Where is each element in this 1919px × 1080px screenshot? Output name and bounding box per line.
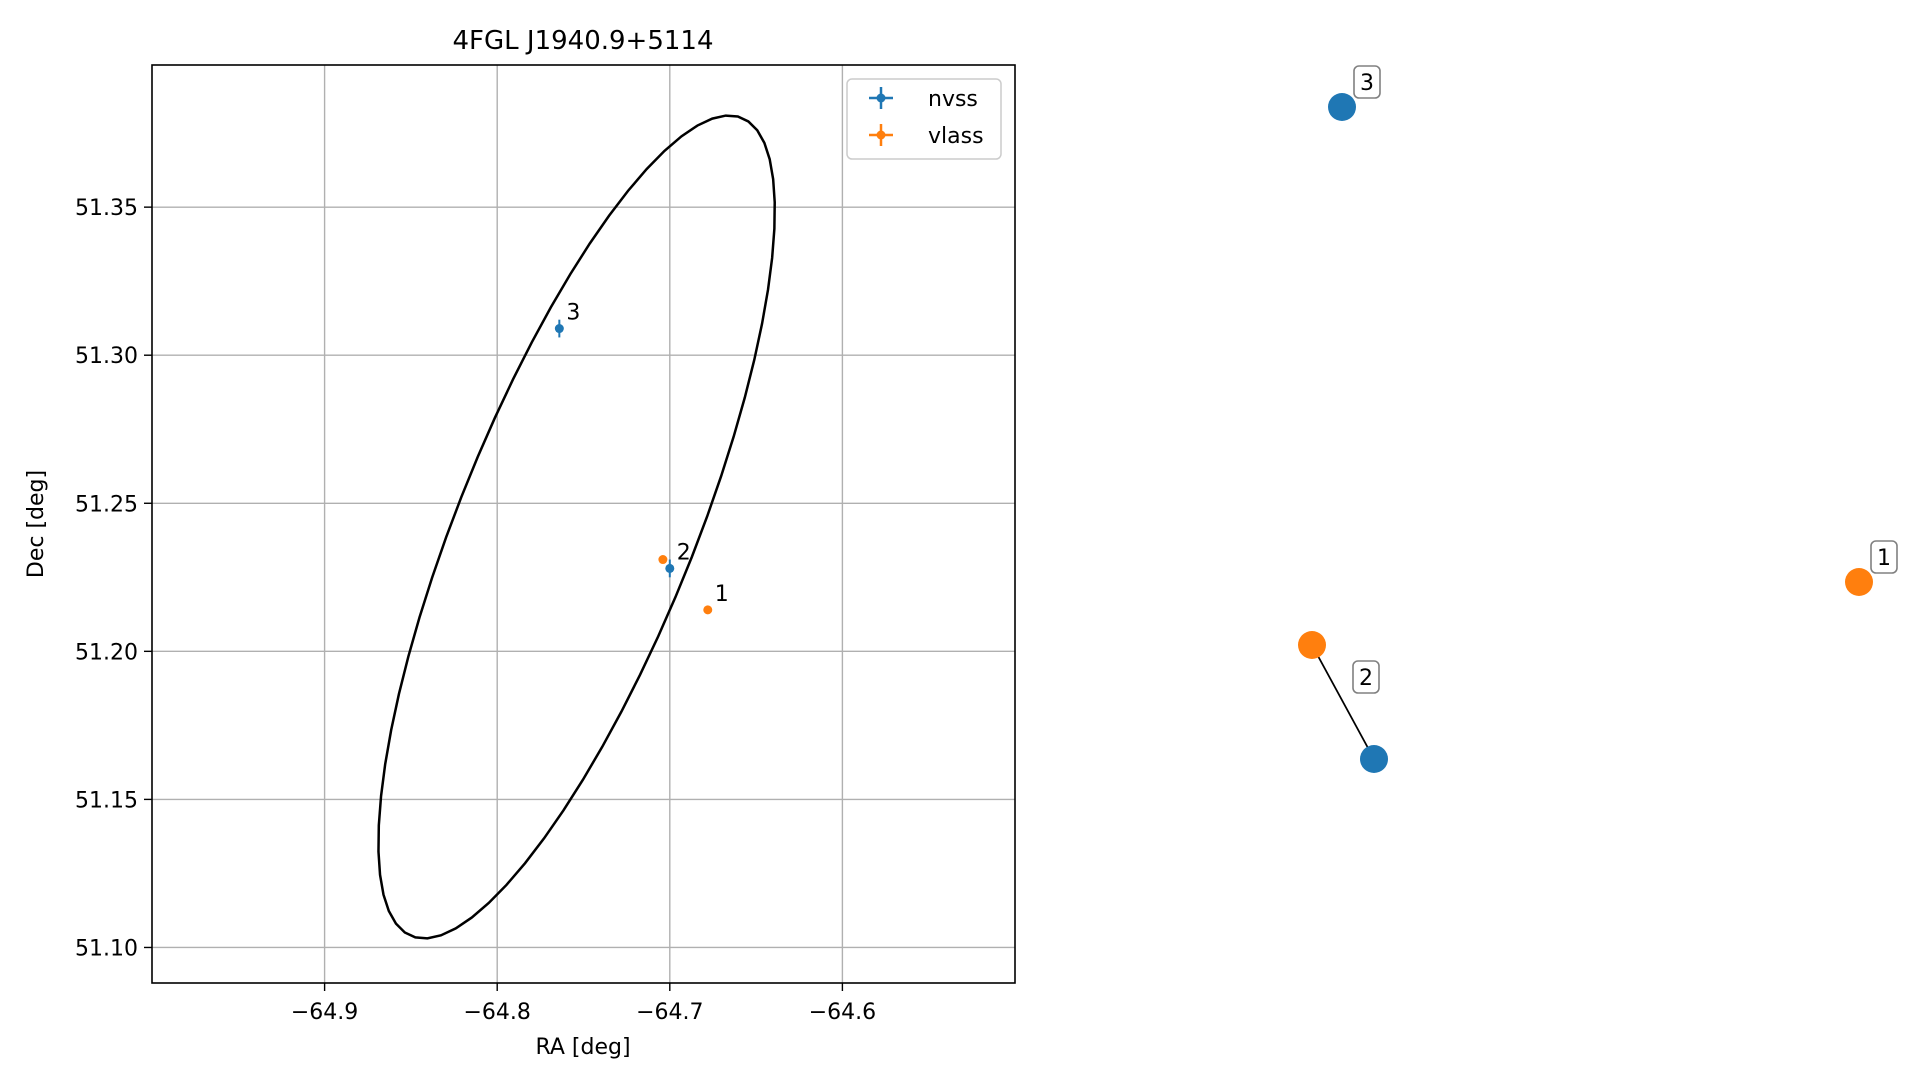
x-tick-label: −64.8 xyxy=(463,1000,530,1025)
legend-label-vlass: vlass xyxy=(928,124,984,149)
nvss-point xyxy=(665,563,675,573)
graph-label-box xyxy=(1352,660,1380,694)
graph-label-box xyxy=(1353,65,1381,99)
legend-dot-vlass xyxy=(876,130,886,140)
y-axis-ticks: 51.10 51.15 51.20 51.25 51.30 51.35 xyxy=(75,196,152,961)
graph-node-label: 2 xyxy=(1359,666,1373,691)
y-tick-label: 51.25 xyxy=(75,492,138,517)
graph-node xyxy=(1328,93,1356,121)
graph-edge xyxy=(1311,644,1375,760)
x-axis-ticks: −64.9 −64.8 −64.7 −64.6 xyxy=(291,983,876,1025)
y-axis-label: Dec [deg] xyxy=(24,470,49,578)
chart-title: 4FGL J1940.9+5114 xyxy=(453,26,714,56)
vlass-point xyxy=(703,605,713,615)
y-tick-label: 51.15 xyxy=(75,788,138,813)
point-label: 2 xyxy=(677,540,691,565)
legend: nvss vlass xyxy=(846,78,1002,160)
legend-dot-nvss xyxy=(876,93,886,103)
grid xyxy=(152,65,1015,983)
graph-node xyxy=(1845,568,1873,596)
y-tick-label: 51.20 xyxy=(75,640,138,665)
network-panel: 3 1 2 xyxy=(1298,65,1898,773)
vlass-point xyxy=(658,555,668,565)
graph-node-label: 1 xyxy=(1877,546,1891,571)
point-label: 3 xyxy=(566,301,580,326)
graph-label-box xyxy=(1870,540,1898,574)
x-tick-label: −64.6 xyxy=(809,1000,876,1025)
x-tick-label: −64.9 xyxy=(291,1000,358,1025)
error-ellipse xyxy=(377,114,776,940)
x-axis-label: RA [deg] xyxy=(535,1035,630,1060)
legend-label-nvss: nvss xyxy=(928,87,978,112)
graph-node-label: 3 xyxy=(1360,71,1374,96)
y-tick-label: 51.10 xyxy=(75,936,138,961)
data-points: 2 3 1 xyxy=(554,301,729,615)
graph-node xyxy=(1360,745,1388,773)
scatter-panel: 2 3 1 −64.9 −64.8 −64.7 −64.6 51.10 51.15 51.20… xyxy=(24,26,1016,1060)
plot-frame xyxy=(151,64,1016,984)
x-tick-label: −64.7 xyxy=(636,1000,703,1025)
nvss-point xyxy=(554,324,564,334)
y-tick-label: 51.30 xyxy=(75,344,138,369)
point-label: 1 xyxy=(715,582,729,607)
y-tick-label: 51.35 xyxy=(75,196,138,221)
graph-node xyxy=(1298,631,1326,659)
